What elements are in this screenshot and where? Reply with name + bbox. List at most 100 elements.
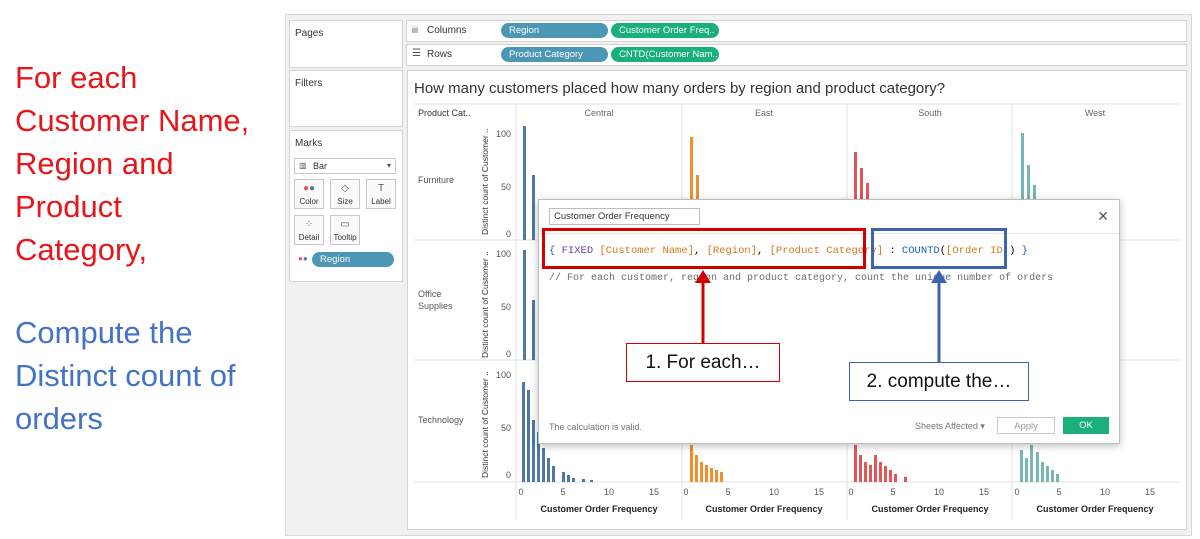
bar bbox=[854, 152, 857, 200]
apply-button[interactable]: Apply bbox=[997, 417, 1055, 434]
bar bbox=[690, 445, 693, 482]
annotation-line: orders bbox=[15, 401, 103, 436]
arrow-head-blue bbox=[931, 270, 947, 283]
bar bbox=[710, 468, 713, 482]
x-tick: 5 bbox=[560, 487, 565, 497]
annotation-part1: For each Customer Name, Region and Produ… bbox=[15, 56, 275, 271]
category-label: Furniture bbox=[418, 175, 454, 185]
chevron-down-icon: ▾ bbox=[386, 161, 391, 170]
size-icon: ◇ bbox=[341, 183, 349, 194]
ok-button[interactable]: OK bbox=[1063, 417, 1109, 434]
bar bbox=[1021, 133, 1024, 200]
bar bbox=[879, 462, 882, 482]
bar bbox=[1033, 185, 1036, 200]
y-tick: 50 bbox=[501, 423, 511, 433]
bar bbox=[532, 420, 535, 482]
y-axis-label: Distinct count of Customer .. bbox=[480, 371, 490, 478]
x-axis-label: Customer Order Frequency bbox=[540, 504, 657, 514]
close-icon[interactable]: ✕ bbox=[1097, 208, 1109, 224]
mark-type-dropdown[interactable]: ▥ Bar ▾ bbox=[294, 158, 396, 174]
annotation-line: Compute the bbox=[15, 315, 193, 350]
y-ticks: 100 50 0 100 50 0 100 50 0 bbox=[496, 129, 511, 480]
bar bbox=[695, 455, 698, 482]
bar bbox=[1030, 445, 1033, 482]
bar bbox=[894, 474, 897, 482]
formula-colon: : bbox=[883, 245, 902, 257]
pages-card[interactable]: Pages bbox=[289, 20, 403, 68]
columns-icon: iii bbox=[412, 25, 418, 35]
calculation-status: The calculation is valid. bbox=[549, 422, 643, 432]
label-button[interactable]: T Label bbox=[366, 179, 396, 209]
annotation-line: Region and bbox=[15, 146, 174, 181]
color-button[interactable]: ●● Color bbox=[294, 179, 324, 209]
region-header: South bbox=[918, 108, 942, 118]
highlight-box-countd bbox=[871, 228, 1007, 269]
x-ticks: 0 5 10 15 0 5 10 15 0 5 10 15 0 5 10 15 bbox=[518, 487, 1155, 497]
bar bbox=[705, 465, 708, 482]
x-tick: 15 bbox=[979, 487, 989, 497]
tooltip-button[interactable]: ▭ Tooltip bbox=[330, 215, 360, 245]
detail-dots-icon: ⁘ bbox=[304, 219, 314, 230]
x-tick: 5 bbox=[725, 487, 730, 497]
bar bbox=[869, 465, 872, 482]
bar bbox=[696, 175, 699, 200]
bar bbox=[542, 448, 545, 482]
rows-label: Rows bbox=[427, 49, 453, 60]
formula-brace-open: { bbox=[549, 245, 562, 257]
bar bbox=[700, 462, 703, 482]
x-tick: 15 bbox=[814, 487, 824, 497]
x-tick: 0 bbox=[683, 487, 688, 497]
size-button[interactable]: ◇ Size bbox=[330, 179, 360, 209]
calculation-dialog: Customer Order Frequency ✕ { FIXED [Cust… bbox=[538, 199, 1120, 444]
sheets-affected-dropdown[interactable]: Sheets Affected ▾ bbox=[915, 421, 985, 431]
detail-button[interactable]: ⁘ Detail bbox=[294, 215, 324, 245]
bar bbox=[866, 183, 869, 200]
bars bbox=[522, 126, 1059, 482]
bar bbox=[854, 445, 857, 482]
color-button-label: Color bbox=[299, 197, 319, 206]
formula-field: [Customer Name] bbox=[599, 245, 694, 257]
bar bbox=[1056, 474, 1059, 482]
rows-pill-product-category[interactable]: Product Category bbox=[501, 47, 608, 62]
annotation-line: Distinct count of bbox=[15, 358, 236, 393]
bar bbox=[562, 472, 565, 482]
speech-bubble-icon: ▭ bbox=[340, 219, 350, 230]
x-tick: 0 bbox=[518, 487, 523, 497]
category-label-part: Office bbox=[418, 289, 441, 299]
formula-separator: , bbox=[693, 245, 707, 257]
annotation-line: Category, bbox=[15, 232, 148, 267]
bar bbox=[532, 175, 535, 240]
bar bbox=[523, 126, 526, 240]
bar bbox=[1020, 450, 1023, 482]
bar-chart-icon: ▥ bbox=[299, 161, 307, 170]
x-tick: 5 bbox=[1056, 487, 1061, 497]
bar bbox=[527, 390, 530, 482]
rows-pill-cntd-customer-name[interactable]: CNTD(Customer Nam.. bbox=[611, 47, 719, 62]
rows-icon: ☰ bbox=[412, 48, 421, 59]
bar bbox=[523, 250, 526, 360]
calculation-name-field[interactable]: Customer Order Frequency bbox=[549, 208, 700, 225]
annotation-line: Customer Name, bbox=[15, 103, 250, 138]
bar bbox=[582, 479, 585, 482]
bar bbox=[537, 432, 540, 482]
region-color-pill[interactable]: Region bbox=[312, 252, 394, 267]
bar bbox=[1051, 470, 1054, 482]
detail-button-label: Detail bbox=[298, 233, 320, 242]
formula-line[interactable]: { FIXED [Customer Name], [Region], [Prod… bbox=[549, 245, 1028, 257]
y-tick: 50 bbox=[501, 302, 511, 312]
columns-pill-region[interactable]: Region bbox=[501, 23, 608, 38]
x-axis-labels: Customer Order Frequency Customer Order … bbox=[540, 504, 1153, 514]
bar bbox=[884, 466, 887, 482]
x-tick: 5 bbox=[890, 487, 895, 497]
x-axis-label: Customer Order Frequency bbox=[1036, 504, 1153, 514]
bar bbox=[859, 455, 862, 482]
y-tick: 0 bbox=[506, 349, 511, 359]
columns-pill-customer-order-frequency[interactable]: Customer Order Freq.. bbox=[611, 23, 719, 38]
bar bbox=[715, 470, 718, 482]
filters-card[interactable]: Filters bbox=[289, 70, 403, 127]
bar bbox=[532, 300, 535, 360]
region-header: East bbox=[755, 108, 774, 118]
callout-for-each: 1. For each… bbox=[626, 343, 780, 382]
callout-compute: 2. compute the… bbox=[849, 362, 1029, 401]
